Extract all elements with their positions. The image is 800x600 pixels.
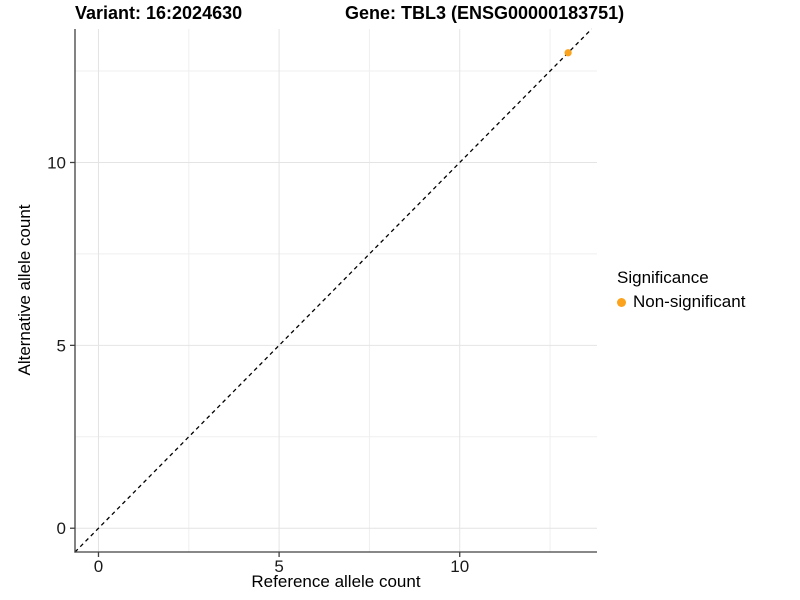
data-point: [564, 49, 572, 57]
axis-tick-labels: 0 5 10 0 5 10: [47, 153, 469, 576]
x-axis-title: Reference allele count: [251, 572, 421, 591]
x-tick-label: 5: [274, 557, 283, 576]
y-axis-title: Alternative allele count: [15, 204, 34, 376]
axis-tick-marks: [70, 161, 461, 557]
legend-item-non-significant: Non-significant: [615, 292, 745, 312]
y-tick-label: 0: [57, 519, 66, 538]
identity-dashed-line: [74, 28, 593, 553]
legend-title: Significance: [617, 268, 709, 287]
minor-gridlines: [75, 29, 597, 552]
variant-title: Variant: 16:2024630: [75, 3, 243, 23]
major-gridlines: [75, 29, 597, 552]
y-tick-label: 5: [57, 336, 66, 355]
y-tick-label: 10: [47, 153, 66, 172]
x-tick-label: 10: [450, 557, 469, 576]
legend-item-label: Non-significant: [633, 292, 746, 311]
legend-point-icon: [617, 297, 626, 307]
diagonal-reference-line: [74, 28, 593, 553]
axis-lines: [74, 29, 597, 553]
data-points: [564, 49, 572, 57]
legend: Significance Non-significant: [615, 268, 745, 312]
x-tick-label: 0: [94, 557, 103, 576]
gene-title: Gene: TBL3 (ENSG00000183751): [345, 3, 625, 23]
